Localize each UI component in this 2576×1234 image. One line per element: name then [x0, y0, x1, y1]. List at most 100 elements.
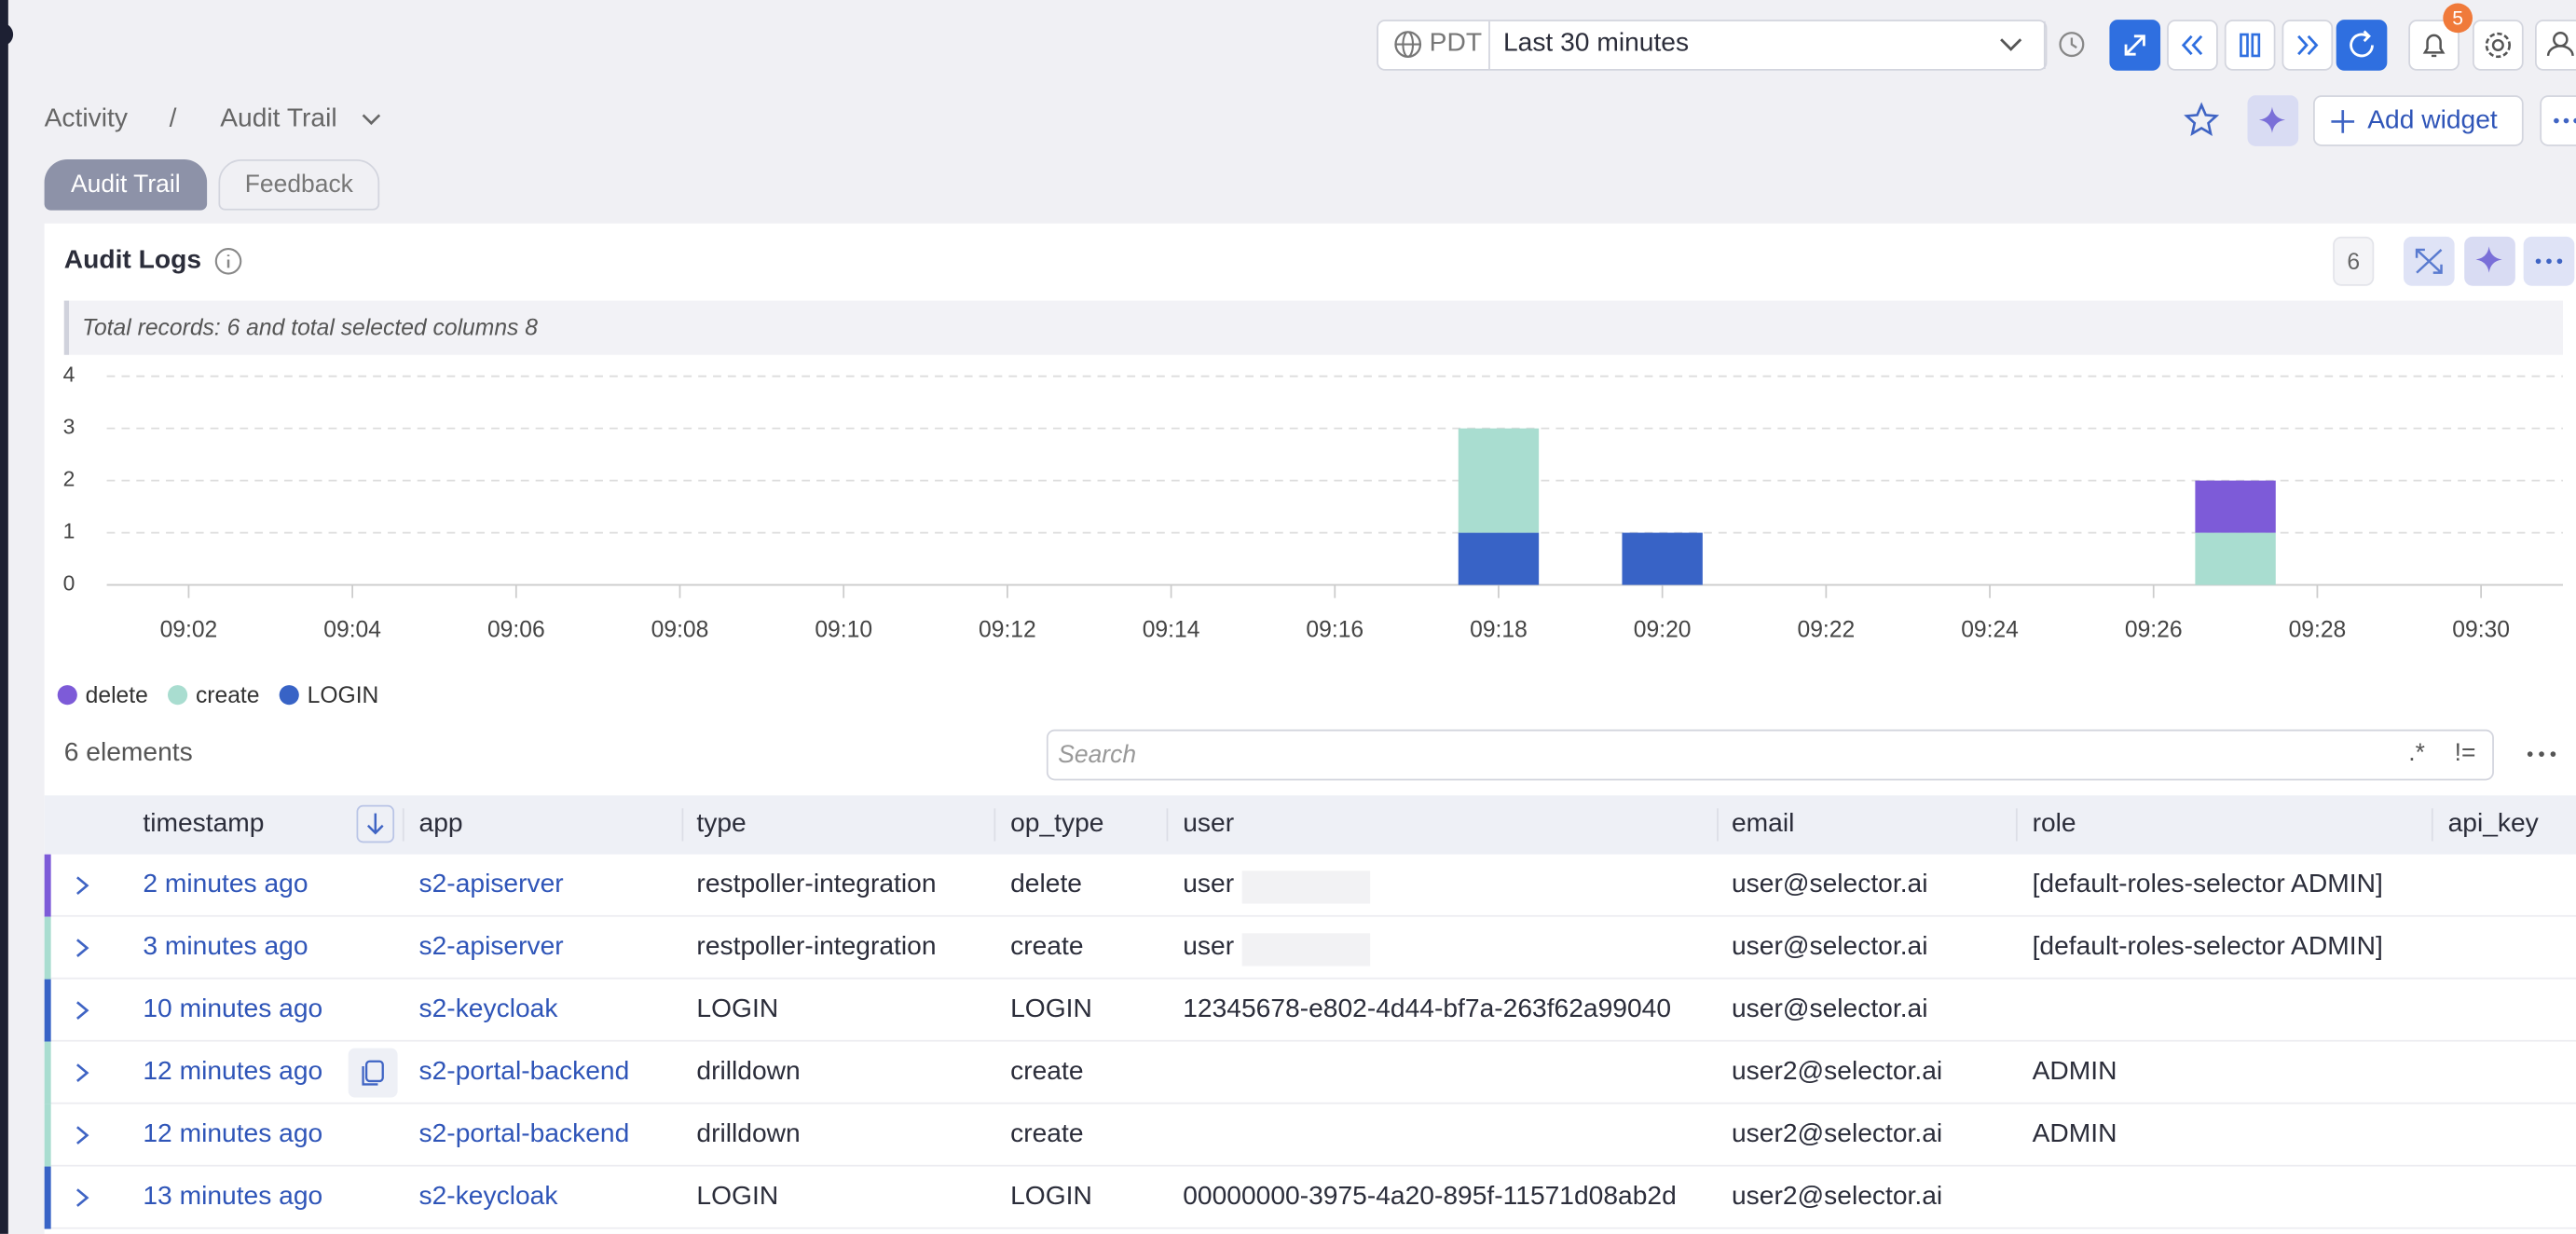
- copy-button[interactable]: [348, 1048, 398, 1098]
- expand-button[interactable]: [2403, 236, 2455, 286]
- cell: ADMIN: [2032, 1120, 2117, 1149]
- cell: LOGIN: [696, 995, 779, 1024]
- legend-swatch: [279, 685, 299, 706]
- divider: [1488, 21, 1490, 70]
- column-header[interactable]: timestamp: [143, 810, 265, 839]
- column-divider: [993, 808, 996, 842]
- legend-swatch: [57, 685, 77, 706]
- chevron: [362, 114, 381, 126]
- add-widget-button[interactable]: Add widget: [2313, 95, 2524, 146]
- expand-icon[interactable]: [71, 935, 94, 961]
- cell[interactable]: s2-apiserver: [418, 933, 564, 962]
- cell[interactable]: s2-portal-backend: [418, 1058, 630, 1087]
- forward-button[interactable]: [2281, 20, 2334, 71]
- column-header[interactable]: app: [418, 810, 463, 839]
- cell[interactable]: 13 minutes ago: [143, 1183, 323, 1212]
- column-divider: [402, 808, 404, 842]
- expand-icon[interactable]: [71, 997, 94, 1023]
- bar-segment: [1458, 532, 1540, 585]
- column-header[interactable]: email: [1731, 810, 1795, 839]
- column-divider: [681, 808, 684, 842]
- table-header: [44, 795, 2576, 855]
- cell[interactable]: 3 minutes ago: [143, 933, 308, 962]
- divider: [2043, 21, 2046, 70]
- breadcrumb-current[interactable]: Audit Trail: [220, 104, 337, 133]
- time-range[interactable]: Last 30 minutes: [1502, 29, 1690, 58]
- column-header[interactable]: op_type: [1010, 810, 1104, 839]
- expand-icon[interactable]: [71, 1060, 94, 1086]
- cell[interactable]: s2-keycloak: [418, 995, 558, 1024]
- y-tick-label: 3: [63, 415, 75, 439]
- cell: create: [1010, 933, 1084, 962]
- breadcrumb-root[interactable]: Activity: [44, 104, 128, 133]
- record-count: 6: [2333, 236, 2375, 286]
- x-tick-label: 09:06: [487, 617, 545, 642]
- row[interactable]: [44, 980, 2576, 1042]
- bar-segment: [2195, 480, 2276, 533]
- not-equal-toggle[interactable]: !=: [2454, 739, 2476, 768]
- column-header[interactable]: role: [2032, 810, 2076, 839]
- tab[interactable]: Feedback: [218, 158, 380, 211]
- cell[interactable]: 10 minutes ago: [143, 995, 323, 1024]
- expand-icon[interactable]: [71, 872, 94, 898]
- row[interactable]: [44, 855, 2576, 917]
- info-icon[interactable]: [213, 246, 243, 276]
- cell[interactable]: s2-portal-backend: [418, 1120, 630, 1149]
- column-header[interactable]: type: [696, 810, 747, 839]
- expand-icon[interactable]: [71, 1122, 94, 1148]
- cell: restpoller-integration: [696, 933, 937, 962]
- panel-more-button[interactable]: [2523, 236, 2575, 286]
- pause-button[interactable]: [2224, 20, 2276, 71]
- expand-icon[interactable]: [71, 1185, 94, 1211]
- cell: 00000000-3975-4a20-895f-11571d08ab2d: [1183, 1183, 1677, 1212]
- more-button[interactable]: [2540, 95, 2576, 146]
- ai-button[interactable]: [2464, 236, 2515, 286]
- cell: user2@selector.ai: [1731, 1058, 1943, 1087]
- cell: create: [1010, 1120, 1084, 1149]
- y-tick-label: 4: [63, 363, 75, 387]
- panel: [44, 223, 2576, 1234]
- cell[interactable]: s2-apiserver: [418, 871, 564, 899]
- row[interactable]: [44, 917, 2576, 980]
- panel-title: Audit Logs: [63, 246, 202, 275]
- cell[interactable]: 2 minutes ago: [143, 871, 308, 899]
- star-icon[interactable]: [2184, 102, 2220, 138]
- refresh-button[interactable]: [2336, 20, 2388, 71]
- row[interactable]: [44, 1042, 2576, 1104]
- column-header[interactable]: api_key: [2447, 810, 2539, 839]
- column-header[interactable]: user: [1183, 810, 1235, 839]
- tab-active[interactable]: Audit Trail: [44, 158, 208, 211]
- globe-icon: [1394, 31, 1422, 58]
- regex-toggle[interactable]: .*: [2408, 739, 2425, 768]
- cell[interactable]: s2-keycloak: [418, 1183, 558, 1212]
- breadcrumb-separator: /: [169, 104, 177, 133]
- ai-button[interactable]: [2247, 95, 2299, 146]
- x-tick-label: 09:08: [651, 617, 709, 642]
- x-tick-label: 09:22: [1798, 617, 1856, 642]
- row[interactable]: [44, 1104, 2576, 1167]
- side-strip: [0, 0, 8, 1234]
- cell: user2@selector.ai: [1731, 1120, 1943, 1149]
- x-tick-label: 09:02: [160, 617, 218, 642]
- table-more[interactable]: [2522, 739, 2561, 769]
- profile-button[interactable]: [2535, 20, 2576, 71]
- history-icon[interactable]: [2057, 30, 2087, 60]
- summary-text: Total records: 6 and total selected colu…: [82, 313, 538, 340]
- column-divider: [2015, 808, 2018, 842]
- sort-button[interactable]: [356, 804, 395, 843]
- cell[interactable]: 12 minutes ago: [143, 1058, 323, 1087]
- cell: LOGIN: [1010, 995, 1092, 1024]
- search-box[interactable]: [1046, 729, 2494, 781]
- row-color: [44, 979, 51, 1042]
- add-widget-label: Add widget: [2367, 106, 2498, 135]
- collapse-button[interactable]: [2109, 20, 2161, 71]
- row[interactable]: [44, 1167, 2576, 1229]
- cell[interactable]: 12 minutes ago: [143, 1120, 323, 1149]
- x-tick-label: 09:28: [2289, 617, 2347, 642]
- back-button[interactable]: [2167, 20, 2218, 71]
- cell: 12345678-e802-4d44-bf7a-263f62a99040: [1183, 995, 1672, 1024]
- settings-button[interactable]: [2473, 20, 2524, 71]
- cell: restpoller-integration: [696, 871, 937, 899]
- cell: user@selector.ai: [1731, 995, 1928, 1024]
